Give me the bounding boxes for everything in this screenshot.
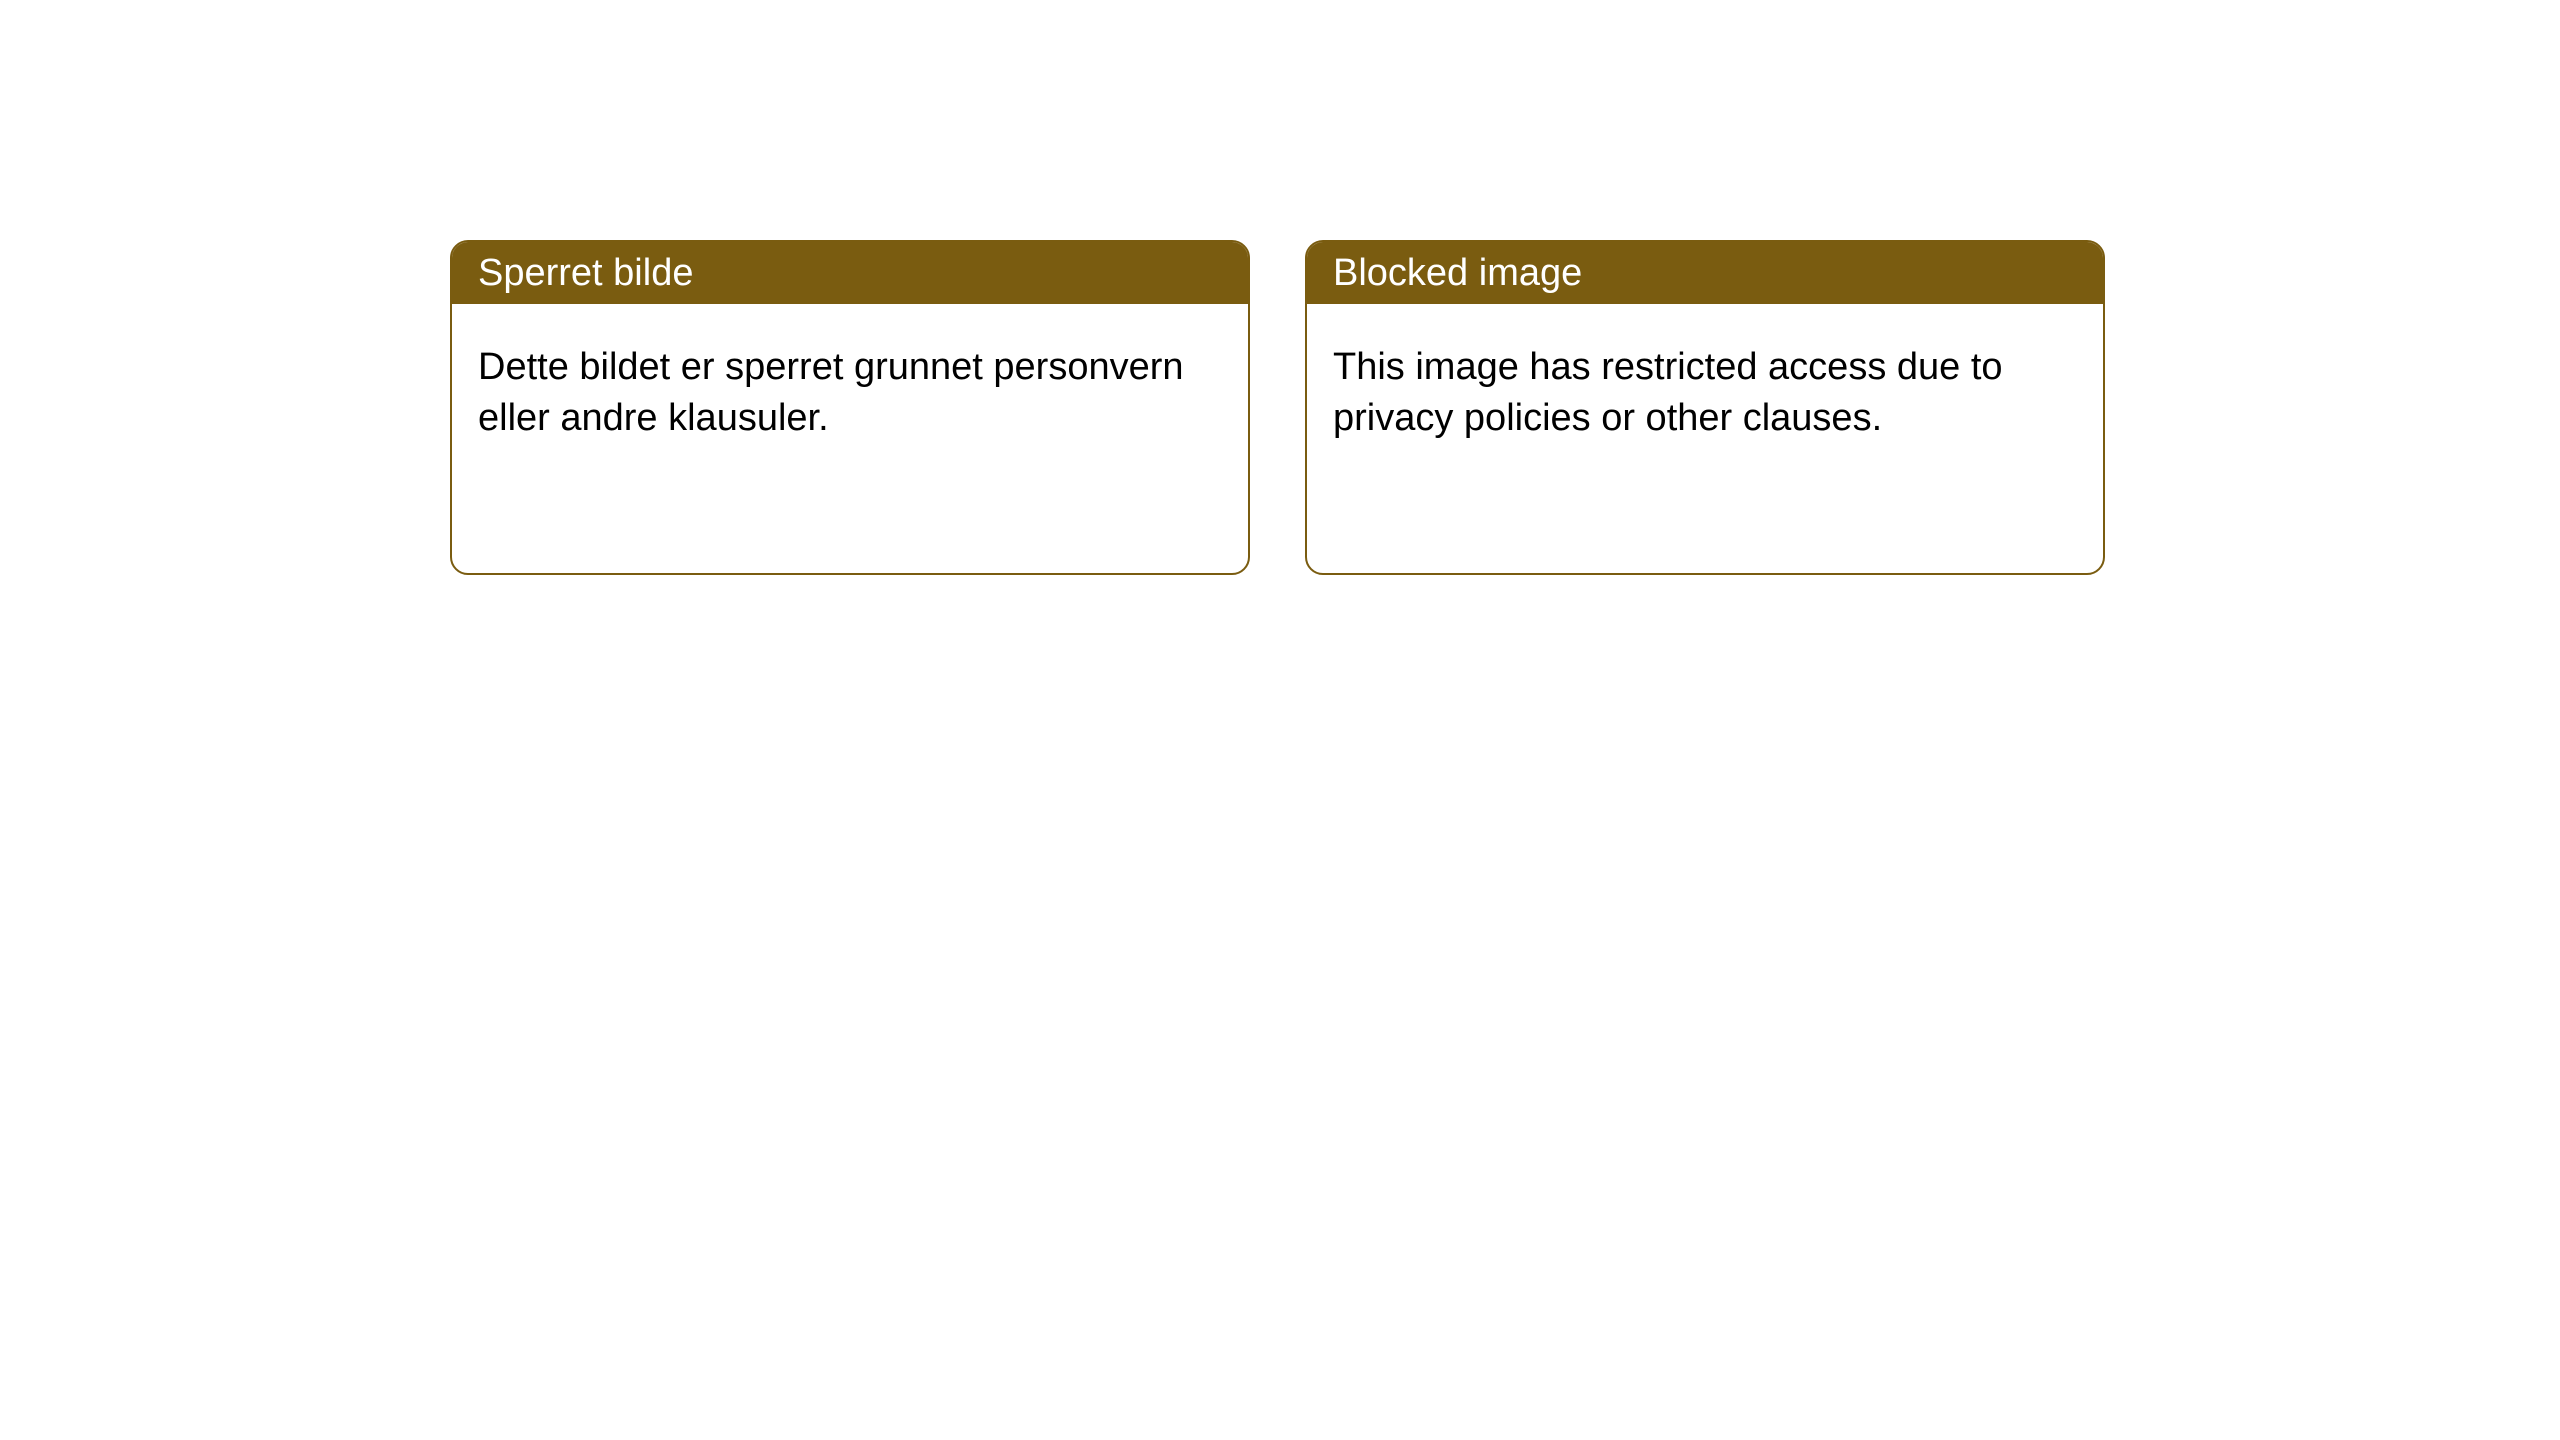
panel-body: This image has restricted access due to … (1307, 304, 2103, 483)
blocked-image-panels: Sperret bilde Dette bildet er sperret gr… (450, 240, 2105, 575)
panel-body-text: Dette bildet er sperret grunnet personve… (478, 346, 1184, 439)
panel-header: Blocked image (1307, 242, 2103, 304)
blocked-image-panel-norwegian: Sperret bilde Dette bildet er sperret gr… (450, 240, 1250, 575)
panel-header-text: Blocked image (1333, 252, 1582, 295)
panel-body: Dette bildet er sperret grunnet personve… (452, 304, 1248, 483)
blocked-image-panel-english: Blocked image This image has restricted … (1305, 240, 2105, 575)
panel-header: Sperret bilde (452, 242, 1248, 304)
panel-body-text: This image has restricted access due to … (1333, 346, 2003, 439)
panel-header-text: Sperret bilde (478, 252, 693, 295)
